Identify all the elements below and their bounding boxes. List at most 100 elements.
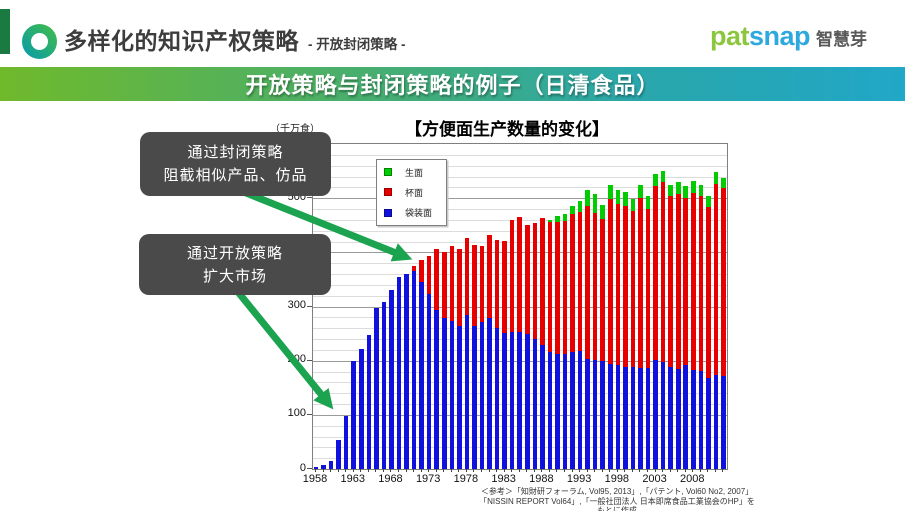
y-axis-label: 0 [299,461,306,474]
bar-segment-1964 [358,348,364,469]
x-axis-tick [420,469,422,472]
bar-segment-2005 [668,366,673,469]
bar-segment-1991 [562,213,568,221]
bar-segment-1981 [487,235,492,318]
bar-segment-1979 [472,244,477,326]
bar-segment-2002 [645,209,651,369]
bar-segment-2005 [668,185,673,196]
bar-segment-1996 [600,361,606,469]
bar-segment-2012 [721,188,726,377]
x-axis-tick [473,469,475,472]
x-axis-tick [601,469,603,472]
y-axis-label: 100 [287,407,306,420]
bar-segment-1997 [607,363,613,469]
x-axis-label: 2008 [680,473,705,485]
bar-segment-2009 [698,196,704,371]
y-axis-label: 300 [287,299,306,311]
bar-segment-1984 [509,331,515,469]
logo-pat: pat [709,21,750,51]
bar-segment-2003 [653,173,658,187]
bar-segment-2009 [698,184,704,196]
bar-segment-1971 [411,271,417,469]
bar-segment-1994 [585,205,590,359]
bar-segment-1960 [328,460,334,469]
callout-open-line1: 通过开放策略 [186,244,283,262]
donut-logo-hole [31,33,48,50]
x-axis-tick [616,469,618,472]
bar-segment-1981 [487,317,492,469]
bar-segment-1965 [366,335,372,469]
bar-segment-1995 [592,212,598,360]
x-axis-tick [367,469,369,472]
bar-segment-2010 [706,196,711,207]
bar-segment-1962 [343,415,349,469]
bar-segment-2008 [691,192,696,370]
bar-segment-2008 [691,180,696,193]
bar-segment-1974 [434,310,440,469]
x-axis-tick [345,469,347,472]
bar-segment-2008 [691,369,696,469]
section-banner: 开放策略与封闭策略的例子（日清食品） [0,67,905,101]
x-axis-tick [435,469,437,472]
legend-label: 杯面 [405,187,424,198]
bar-segment-2005 [668,196,673,367]
gridline-minor [313,187,727,189]
bar-segment-1973 [426,294,432,469]
bar-segment-1980 [479,245,485,322]
logo-chinese-name: 智慧芽 [816,30,867,49]
bar-segment-1999 [623,205,628,367]
x-axis-tick [405,469,407,472]
bar-segment-2012 [721,376,726,469]
banner-title: 开放策略与封闭策略的例子（日清食品） [245,73,660,98]
legend-item: 生面 [377,166,446,179]
x-axis-tick [579,469,581,472]
bar-segment-1958 [313,467,319,469]
x-axis-tick [511,469,513,472]
x-axis-label: 1968 [378,473,403,485]
bar-segment-2001 [638,367,643,469]
bar-segment-1985 [517,217,523,332]
plot-area [312,143,728,470]
x-axis-label: 1983 [491,473,516,485]
bar-segment-1978 [464,315,470,469]
x-axis-tick [352,469,354,472]
bar-segment-1995 [592,194,598,213]
x-axis-label: 1973 [415,473,441,485]
bar-segment-1994 [585,190,590,206]
bar-segment-2003 [653,186,658,361]
legend-swatch-杯面 [384,188,392,197]
bar-segment-2000 [630,199,636,212]
x-axis-tick [556,469,558,472]
bar-segment-1997 [607,199,613,364]
bar-segment-1968 [389,290,394,469]
x-axis-tick [443,469,445,472]
bar-segment-2000 [630,211,636,367]
x-axis-tick [322,469,324,472]
bar-segment-2011 [713,171,719,184]
bar-segment-1986 [524,333,530,469]
x-axis-tick [677,469,679,472]
bar-segment-1984 [509,219,515,332]
patsnap-logo: patsnap 智慧芽 [710,21,867,52]
bar-segment-2004 [660,182,666,362]
bar-segment-1975 [441,251,447,318]
bar-segment-1985 [517,331,523,469]
x-axis-tick [541,469,543,472]
header-title: 多样化的知识产权策略 [64,28,299,54]
x-axis-tick [360,469,362,472]
x-axis-tick [654,469,656,472]
x-axis-label: 1993 [566,473,592,485]
x-axis-tick [382,469,384,472]
y-axis-tick [307,413,312,415]
x-axis-tick [684,469,686,472]
x-axis-tick [714,469,716,472]
bar-segment-1976 [449,246,455,322]
bar-segment-1973 [426,255,432,295]
bar-segment-2007 [683,197,689,365]
bar-segment-1996 [600,205,606,219]
x-axis-tick [503,469,505,472]
x-axis-tick [571,469,573,472]
x-axis-tick [631,469,633,472]
bar-segment-1996 [600,218,606,362]
bar-segment-1977 [457,249,462,326]
